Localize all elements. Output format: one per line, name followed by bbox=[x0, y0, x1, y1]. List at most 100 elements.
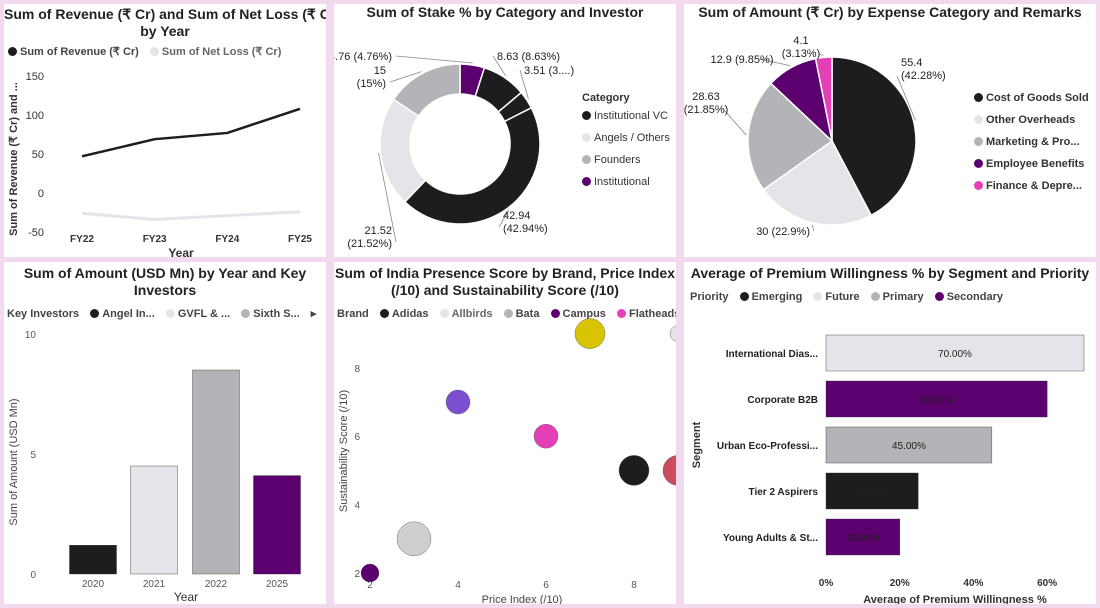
bubble bbox=[445, 389, 471, 415]
line-chart-svg: 150 100 50 0 -50 FY22 FY23 FY24 FY25 Year Sum of R… bbox=[8, 71, 312, 257]
x-tick-label: 60% bbox=[1037, 578, 1057, 589]
brand-bubble-panel: Sum of India Presence Score by Brand, Pr… bbox=[334, 262, 676, 604]
legend-item-adidas[interactable]: Adidas bbox=[379, 308, 429, 320]
legend-next-arrow-icon[interactable]: ▸ bbox=[310, 308, 317, 320]
usd-title-line-2: Investors bbox=[133, 282, 197, 298]
slice-label: 15 (15%) bbox=[357, 65, 386, 90]
y-tick-label: 6 bbox=[354, 432, 360, 443]
y-tick-label: 50 bbox=[32, 149, 44, 161]
premium-legend-title: Priority bbox=[690, 291, 729, 303]
legend-label: Finance & Depre... bbox=[986, 180, 1082, 192]
usd-amount-panel: Sum of Amount (USD Mn) by Year and Key I… bbox=[4, 262, 326, 604]
bubble-svg: 8 6 4 22 4 6 8 Price Index (/10) Sustainability … bbox=[338, 318, 676, 604]
x-tick-label: 40% bbox=[963, 578, 983, 589]
x-tick-label: 0% bbox=[819, 578, 834, 589]
line-chart-title: Sum of Revenue (₹ Cr) and Sum of Net Los… bbox=[4, 6, 326, 40]
x-tick-label: 4 bbox=[455, 580, 461, 591]
legend-label: Marketing & Pro... bbox=[986, 136, 1080, 148]
usd-bar-svg: 10 5 0 2020 2021 2022 2025 Year Sum of Amount (U… bbox=[8, 330, 301, 604]
bar-value-label: 70.00% bbox=[938, 349, 972, 360]
y-axis-title: Sustainability Score (/10) bbox=[338, 390, 350, 512]
legend-label: Future bbox=[825, 291, 860, 303]
legend-item-sixth[interactable]: Sixth S... bbox=[241, 308, 300, 320]
x-tick-label: 6 bbox=[543, 580, 549, 591]
legend-item-allbirds[interactable]: Allbirds bbox=[439, 308, 493, 320]
x-tick-label: 2025 bbox=[266, 579, 289, 590]
bar bbox=[69, 545, 117, 575]
legend-item-marketing[interactable]: Marketing & Pro... bbox=[974, 136, 1089, 158]
bar-value-label: 25.00% bbox=[855, 487, 889, 498]
bar bbox=[825, 426, 993, 464]
legend-label: Founders bbox=[594, 154, 641, 166]
legend-label: Other Overheads bbox=[986, 114, 1076, 126]
legend-label: Institutional bbox=[594, 176, 650, 188]
bar-value-label: 45.00% bbox=[892, 441, 926, 452]
bar-value-label: 60.00% bbox=[920, 395, 954, 406]
legend-item-gvfl[interactable]: GVFL & ... bbox=[165, 308, 230, 320]
legend-item-revenue[interactable]: Sum of Revenue (₹ Cr) bbox=[8, 45, 139, 58]
y-tick-label: 100 bbox=[26, 110, 44, 122]
x-tick-label: FY24 bbox=[215, 234, 239, 245]
legend-item-bata[interactable]: Bata bbox=[503, 308, 539, 320]
pie-slice bbox=[831, 56, 917, 217]
bubble-title-line-1: Sum of India Presence Score by Brand, Pr… bbox=[334, 265, 675, 281]
legend-item-flatheads[interactable]: Flatheads bbox=[616, 308, 676, 320]
leader-line bbox=[498, 209, 510, 228]
slice-label: 8.63 (8.63%) bbox=[497, 51, 560, 63]
bar bbox=[192, 369, 240, 575]
usd-legend-title: Key Investors bbox=[7, 308, 80, 320]
legend-item-angel[interactable]: Angel In... bbox=[90, 308, 155, 320]
legend-label: Sum of Net Loss (₹ Cr) bbox=[161, 46, 282, 58]
legend-item-primary[interactable]: Primary bbox=[870, 291, 924, 303]
legend-item-future[interactable]: Future bbox=[813, 291, 860, 303]
legend-label: Angels / Others bbox=[594, 132, 670, 144]
revenue-netloss-panel: Sum of Revenue (₹ Cr) and Sum of Net Los… bbox=[4, 4, 326, 257]
expense-chart-title: Sum of Amount (₹ Cr) by Expense Category… bbox=[698, 4, 1082, 20]
legend-item-institutional-vc[interactable]: Institutional VC bbox=[582, 110, 670, 132]
leader-line bbox=[818, 53, 824, 56]
donut-slice bbox=[403, 106, 541, 225]
bar bbox=[253, 475, 301, 575]
legend-item-angels-others[interactable]: Angels / Others bbox=[582, 132, 670, 154]
legend-label: Sum of Revenue (₹ Cr) bbox=[20, 46, 139, 58]
legend-item-cogs[interactable]: Cost of Goods Sold bbox=[974, 92, 1089, 114]
x-tick-label: 2022 bbox=[205, 579, 228, 590]
bubble bbox=[662, 455, 676, 486]
x-axis-title: Price Index (/10) bbox=[482, 594, 563, 604]
x-tick-label: 8 bbox=[631, 580, 637, 591]
bar bbox=[825, 472, 919, 510]
y-tick-label: 0 bbox=[30, 570, 36, 581]
stake-legend: Category Institutional VC Angels / Other… bbox=[582, 92, 670, 198]
legend-item-netloss[interactable]: Sum of Net Loss (₹ Cr) bbox=[149, 45, 282, 58]
legend-label: Primary bbox=[882, 291, 924, 303]
premium-bar-svg: 70.00% International Dias... 60.00% Corpora… bbox=[691, 334, 1085, 604]
y-category-label: International Dias... bbox=[726, 349, 818, 360]
legend-item-employee-benefits[interactable]: Employee Benefits bbox=[974, 158, 1089, 180]
stake-chart-title: Sum of Stake % by Category and Investor bbox=[366, 4, 644, 20]
bubble bbox=[574, 318, 606, 349]
y-tick-label: 0 bbox=[38, 188, 44, 200]
x-tick-label: 2020 bbox=[82, 579, 105, 590]
legend-item-emerging[interactable]: Emerging bbox=[739, 291, 802, 303]
legend-item-secondary[interactable]: Secondary bbox=[934, 291, 1003, 303]
bubble bbox=[669, 325, 676, 342]
leader-line bbox=[723, 109, 747, 136]
legend-item-founders[interactable]: Founders bbox=[582, 154, 670, 176]
y-tick-label: 10 bbox=[25, 330, 37, 341]
usd-title-line-1: Sum of Amount (USD Mn) by Year and Key bbox=[23, 265, 307, 281]
legend-item-finance[interactable]: Finance & Depre... bbox=[974, 180, 1089, 202]
legend-item-institutional[interactable]: Institutional bbox=[582, 176, 670, 198]
pie-slice bbox=[747, 82, 834, 191]
premium-panel: Average of Premium Willingness % by Segm… bbox=[684, 262, 1096, 604]
legend-item-other-overheads[interactable]: Other Overheads bbox=[974, 114, 1089, 136]
y-category-label: Tier 2 Aspirers bbox=[749, 487, 819, 498]
bubble bbox=[533, 423, 559, 449]
legend-item-campus[interactable]: Campus bbox=[550, 308, 606, 320]
bubble-chart-title: Sum of India Presence Score by Brand, Pr… bbox=[334, 265, 676, 299]
leader-line bbox=[378, 152, 397, 243]
pie-slice bbox=[814, 56, 833, 142]
line-title-line-1: Sum of Revenue (₹ Cr) and Sum of Net Los… bbox=[4, 6, 326, 22]
x-axis-title: Year bbox=[174, 590, 198, 604]
leader-line bbox=[811, 224, 815, 232]
y-axis-title: Segment bbox=[691, 421, 703, 468]
